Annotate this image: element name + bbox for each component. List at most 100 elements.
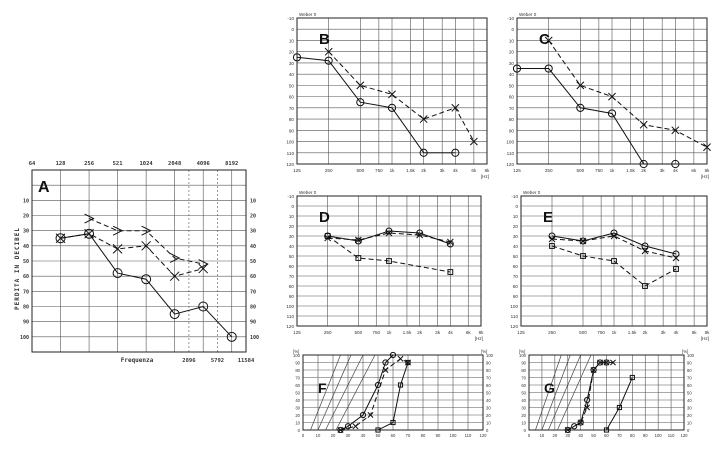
y-tick-label: 120 [286, 324, 294, 329]
y-tick-label-right: 30 [687, 406, 692, 411]
y-tick-label: 90 [23, 320, 29, 326]
y-tick-label: 60 [521, 383, 526, 388]
bottom-tick-label: 2896 [182, 358, 196, 364]
x-tick-label: 1.5k [628, 330, 637, 335]
x-tick-label: 2k [641, 168, 647, 173]
data-point [390, 419, 396, 426]
data-point [671, 159, 680, 169]
data-point [607, 109, 617, 118]
y-tick-label: 40 [509, 72, 515, 77]
y-tick-label: 100 [510, 304, 518, 309]
data-point [597, 359, 603, 366]
data-point [610, 232, 618, 240]
data-point [639, 120, 648, 129]
y-tick-label-right: 80 [687, 368, 692, 373]
y-unit: [%] [293, 349, 299, 354]
y-tick-label: 70 [23, 289, 29, 295]
y-tick-label: -10 [507, 16, 514, 21]
x-tick-label: 0 [302, 433, 305, 438]
data-point [386, 258, 392, 264]
x-tick-label: 125 [513, 168, 521, 173]
y-tick-label: 70 [289, 106, 295, 111]
series-line-0 [296, 56, 456, 154]
data-point [446, 240, 454, 248]
y-tick-label: 20 [513, 224, 519, 229]
reference-curve [310, 354, 341, 431]
x-tick-label: 70 [406, 433, 411, 438]
data-point [703, 143, 711, 152]
y-tick-label: 70 [289, 274, 295, 279]
y-tick-label-right: 100 [687, 353, 695, 358]
x-tick-label: 90 [436, 433, 441, 438]
data-point [564, 426, 571, 434]
x-tick-label: 80 [630, 433, 635, 438]
x-tick-label: 30 [565, 433, 570, 438]
data-point [544, 36, 553, 45]
series-line-0 [340, 354, 394, 431]
y-tick-label: 110 [287, 314, 295, 319]
y-axis-label: Weber 0 [299, 190, 317, 195]
data-point [388, 90, 396, 99]
data-point [419, 115, 428, 124]
x-tick-label: 8k [479, 330, 485, 335]
x-tick-label: 1k [387, 330, 393, 335]
data-point [671, 126, 680, 135]
series-line-1 [327, 232, 451, 243]
y-tick-label: 0 [511, 27, 514, 32]
x-unit: [Hz] [701, 336, 709, 341]
x-tick-label: 8k [705, 168, 711, 173]
y-tick-label: 60 [23, 274, 29, 280]
y-tick-label-right: 40 [486, 398, 491, 403]
data-point [141, 225, 152, 236]
reference-curve [317, 354, 352, 431]
x-tick-label: 750 [595, 168, 603, 173]
data-point [356, 81, 365, 90]
data-point [629, 374, 635, 381]
y-tick-label-right: 50 [250, 259, 256, 265]
data-point [549, 243, 555, 249]
data-point [112, 225, 124, 236]
y-tick-label-right: 70 [687, 376, 692, 381]
y-axis-label: Weber 0 [519, 12, 537, 17]
x-tick-label: 100 [450, 433, 458, 438]
y-tick-label-right: 90 [486, 361, 491, 366]
x-tick-label: 2k [417, 330, 423, 335]
x-tick-label: 6k [691, 168, 697, 173]
x-tick-label: 4k [453, 168, 459, 173]
y-tick-label-right: 10 [250, 198, 256, 204]
y-tick-label-right: 60 [486, 383, 491, 388]
y-tick-label: 80 [513, 284, 519, 289]
x-tick-label: 6k [466, 330, 472, 335]
data-point [55, 233, 66, 244]
y-tick-label: 90 [509, 128, 515, 133]
y-tick-label: 20 [295, 413, 300, 418]
bottom-tick-label: 11584 [238, 358, 255, 364]
data-point [603, 359, 610, 366]
y-tick-label-right: 100 [486, 353, 494, 358]
data-point [580, 253, 586, 259]
x-tick-label: 250 [545, 168, 553, 173]
data-point [405, 359, 411, 366]
data-point [169, 309, 180, 320]
data-point [446, 238, 454, 246]
y-tick-label-right: 40 [250, 244, 256, 250]
panel-f: F100908070605040302010010090807060504030… [293, 349, 494, 438]
y-tick-label: 40 [23, 244, 29, 250]
data-point [564, 427, 571, 433]
x-tick-label: 20 [552, 433, 557, 438]
data-point [577, 419, 584, 426]
x-tick-label: 8k [705, 330, 711, 335]
data-point [577, 419, 584, 426]
x-tick-label: 4k [448, 330, 454, 335]
x-tick-label: 20 [331, 433, 336, 438]
y-tick-label: 70 [513, 274, 519, 279]
x-tick-label: 500 [356, 168, 364, 173]
data-point [611, 258, 617, 264]
reference-curve [535, 354, 562, 431]
data-point [447, 269, 454, 275]
data-point [387, 103, 397, 112]
y-tick-label: -10 [287, 194, 294, 199]
plot-frame [31, 169, 247, 353]
